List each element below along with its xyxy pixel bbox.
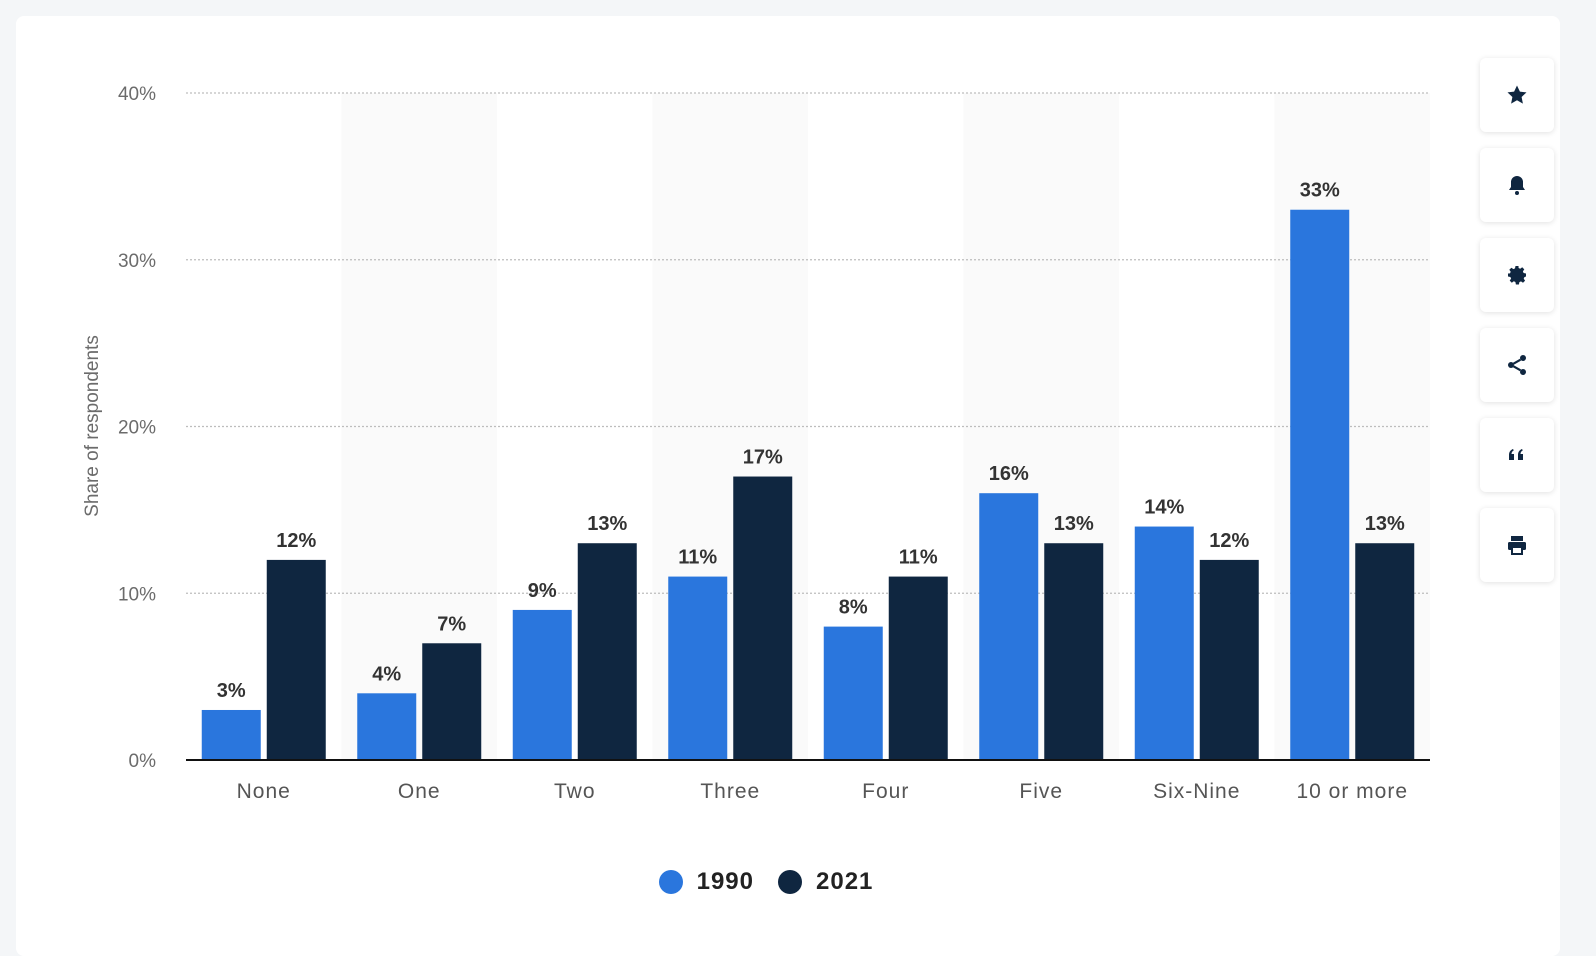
bar-1990 — [201, 709, 261, 760]
chart-toolbar — [1480, 58, 1554, 598]
x-tick-label: One — [398, 780, 441, 803]
data-label: 11% — [899, 547, 938, 569]
data-label: 13% — [587, 513, 627, 535]
y-tick-label: 40% — [118, 84, 156, 105]
bar-1990 — [512, 609, 572, 760]
printer-icon — [1508, 536, 1526, 555]
data-label: 11% — [678, 547, 717, 569]
notification-button[interactable] — [1480, 148, 1554, 222]
bar-2021 — [733, 476, 793, 760]
data-label: 33% — [1300, 180, 1340, 202]
data-label: 9% — [528, 580, 557, 602]
data-label: 12% — [1209, 530, 1249, 552]
cite-button[interactable] — [1480, 418, 1554, 492]
x-tick-label: Two — [554, 780, 596, 803]
bar-1990 — [823, 626, 883, 760]
bar-2021 — [422, 643, 482, 760]
share-button[interactable] — [1480, 328, 1554, 402]
x-tick-label: Six-Nine — [1153, 780, 1240, 803]
favorite-button[interactable] — [1480, 58, 1554, 132]
legend-swatch — [778, 870, 802, 894]
y-tick-label: 0% — [129, 751, 157, 772]
bell-icon — [1509, 176, 1525, 195]
y-tick-label: 10% — [118, 584, 156, 605]
legend-swatch — [658, 870, 683, 894]
bar-2021 — [888, 576, 948, 760]
quote-icon — [1509, 449, 1523, 460]
gear-icon — [1508, 266, 1526, 285]
print-button[interactable] — [1480, 508, 1554, 582]
bar-1990 — [979, 493, 1039, 760]
bar-2021 — [577, 543, 637, 760]
star-icon — [1507, 85, 1527, 104]
data-label: 8% — [839, 597, 868, 619]
bar-1990 — [357, 693, 417, 760]
data-label: 12% — [276, 530, 316, 552]
bar-2021 — [1355, 543, 1415, 760]
x-tick-label: Four — [862, 780, 909, 803]
data-label: 16% — [989, 463, 1029, 485]
legend-item-2021[interactable]: 2021 — [778, 868, 873, 896]
y-axis-title: Share of respondents — [82, 335, 103, 517]
bar-2021 — [266, 559, 326, 760]
legend-label: 2021 — [816, 868, 874, 895]
chart-legend: 1990 2021 — [16, 868, 1516, 896]
x-tick-label: 10 or more — [1296, 780, 1408, 803]
bar-2021 — [1199, 559, 1259, 760]
data-label: 13% — [1054, 513, 1094, 535]
y-tick-label: 20% — [118, 418, 156, 439]
data-label: 14% — [1144, 497, 1184, 519]
bar-chart: 0% 10% 20% 30% 40% Share of respondents 3% 12% N… — [82, 84, 1430, 803]
chart-card: 0% 10% 20% 30% 40% Share of respondents 3% 12% N… — [16, 16, 1560, 956]
x-tick-label: Three — [700, 780, 760, 803]
legend-item-1990[interactable]: 1990 — [658, 868, 754, 896]
settings-button[interactable] — [1480, 238, 1554, 312]
x-tick-label: None — [237, 780, 291, 803]
bar-1990 — [1290, 209, 1350, 761]
data-label: 17% — [743, 447, 783, 469]
bar-2021 — [1044, 543, 1104, 760]
bar-1990 — [668, 576, 728, 760]
data-label: 3% — [217, 680, 246, 702]
data-label: 13% — [1365, 513, 1405, 535]
bar-1990 — [1134, 526, 1194, 760]
share-icon — [1508, 355, 1526, 375]
data-label: 7% — [437, 613, 466, 635]
data-label: 4% — [372, 663, 401, 685]
x-tick-label: Five — [1019, 780, 1063, 803]
y-tick-label: 30% — [118, 251, 156, 272]
legend-label: 1990 — [696, 868, 754, 895]
